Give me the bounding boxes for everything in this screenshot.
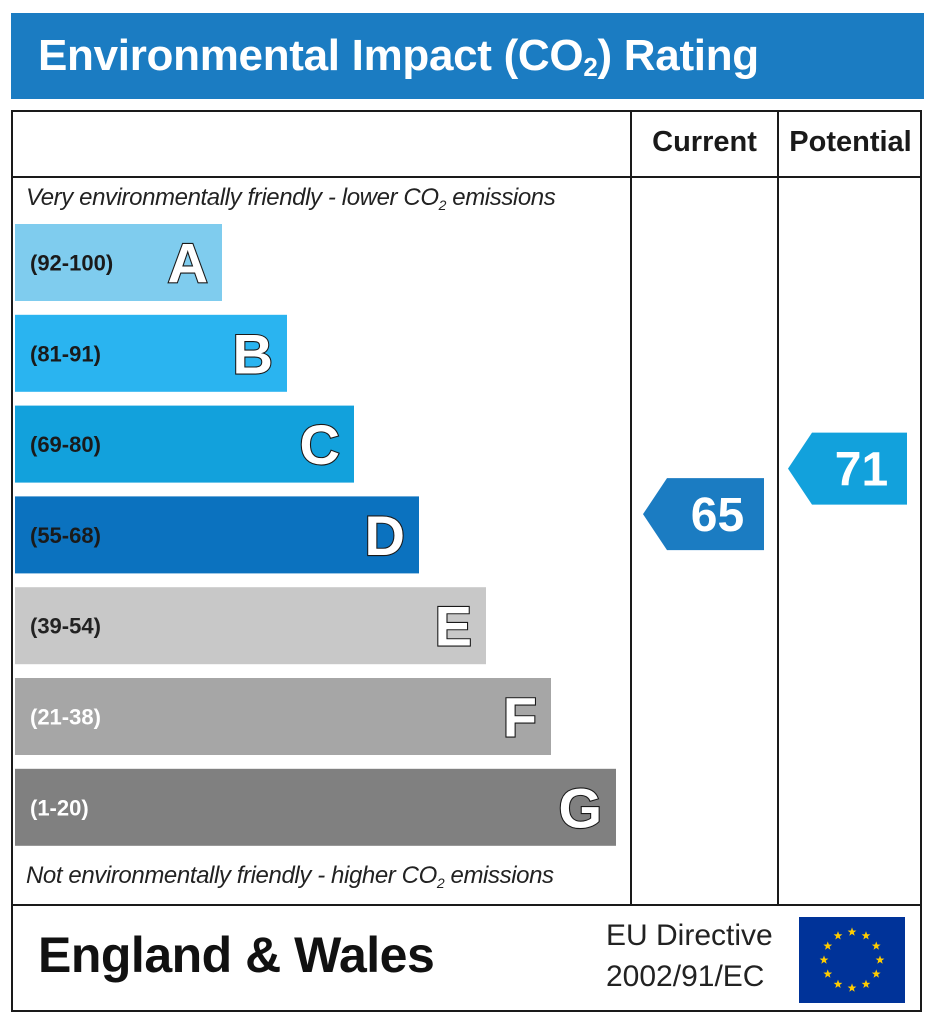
top-note-subscript: 2 [438,197,447,213]
potential-rating-arrow [788,432,907,505]
chart-title: Environmental Impact (CO2) Rating [38,31,759,83]
eu-star-icon [833,931,843,940]
eu-star-icon [847,927,857,936]
eu-star-icon [847,983,857,992]
band-letter-g: G [558,776,602,839]
eu-star-icon [823,969,833,978]
footer-divider [11,904,922,906]
bottom-note-main: Not environmentally friendly - higher CO [26,862,437,889]
eu-star-icon [833,979,843,988]
band-range-b: (81-91) [30,341,101,366]
bottom-note-end: emissions [444,862,555,889]
band-letter-c: C [300,413,340,476]
eu-star-icon [871,969,881,978]
eu-star-icon [861,979,871,988]
band-range-e: (39-54) [30,614,101,639]
eu-star-icon [861,931,871,940]
bottom-note-subscript: 2 [436,875,445,891]
band-range-g: (1-20) [30,795,89,820]
eu-flag-icon [799,917,905,1003]
eu-star-icon [823,941,833,950]
potential-rating-value: 71 [835,444,888,497]
band-bar-g [15,768,616,846]
current-rating-value: 65 [691,489,744,542]
eu-star-icon [819,955,829,964]
eu-directive-number: 2002/91/EC [606,960,765,993]
band-bar-f [15,678,551,755]
eu-star-icon [871,941,881,950]
band-letter-d: D [365,504,405,567]
potential-column-header: Potential [789,126,912,158]
title-bar: Environmental Impact (CO2) Rating [11,13,924,99]
band-bar-c [15,405,354,483]
eu-directive-label: EU Directive [606,919,773,952]
title-main: Environmental Impact (CO [38,31,584,80]
header-divider [11,176,922,178]
title-subscript: 2 [583,52,598,82]
bottom-note: Not environmentally friendly - higher CO… [26,862,554,891]
top-note-end: emissions [445,184,556,211]
current-column-header: Current [652,126,757,158]
band-bar-d [15,496,419,574]
region-label: England & Wales [38,927,435,983]
top-note-main: Very environmentally friendly - lower CO [26,184,439,211]
band-letter-e: E [435,595,472,658]
rating-frame [11,110,922,1012]
top-note: Very environmentally friendly - lower CO… [26,184,556,213]
band-bar-a [15,224,222,301]
band-range-a: (92-100) [30,251,113,276]
band-bar-e [15,587,486,665]
band-letter-b: B [233,322,273,385]
band-bar-b [15,314,287,392]
band-range-f: (21-38) [30,705,101,730]
band-range-d: (55-68) [30,523,101,548]
band-range-c: (69-80) [30,432,101,457]
potential-column-divider [777,110,779,906]
band-letter-a: A [168,232,208,295]
title-end: ) Rating [597,31,760,80]
band-letter-f: F [503,686,537,749]
eu-star-icon [875,955,885,964]
current-rating-arrow [643,478,764,551]
current-column-divider [630,110,632,906]
